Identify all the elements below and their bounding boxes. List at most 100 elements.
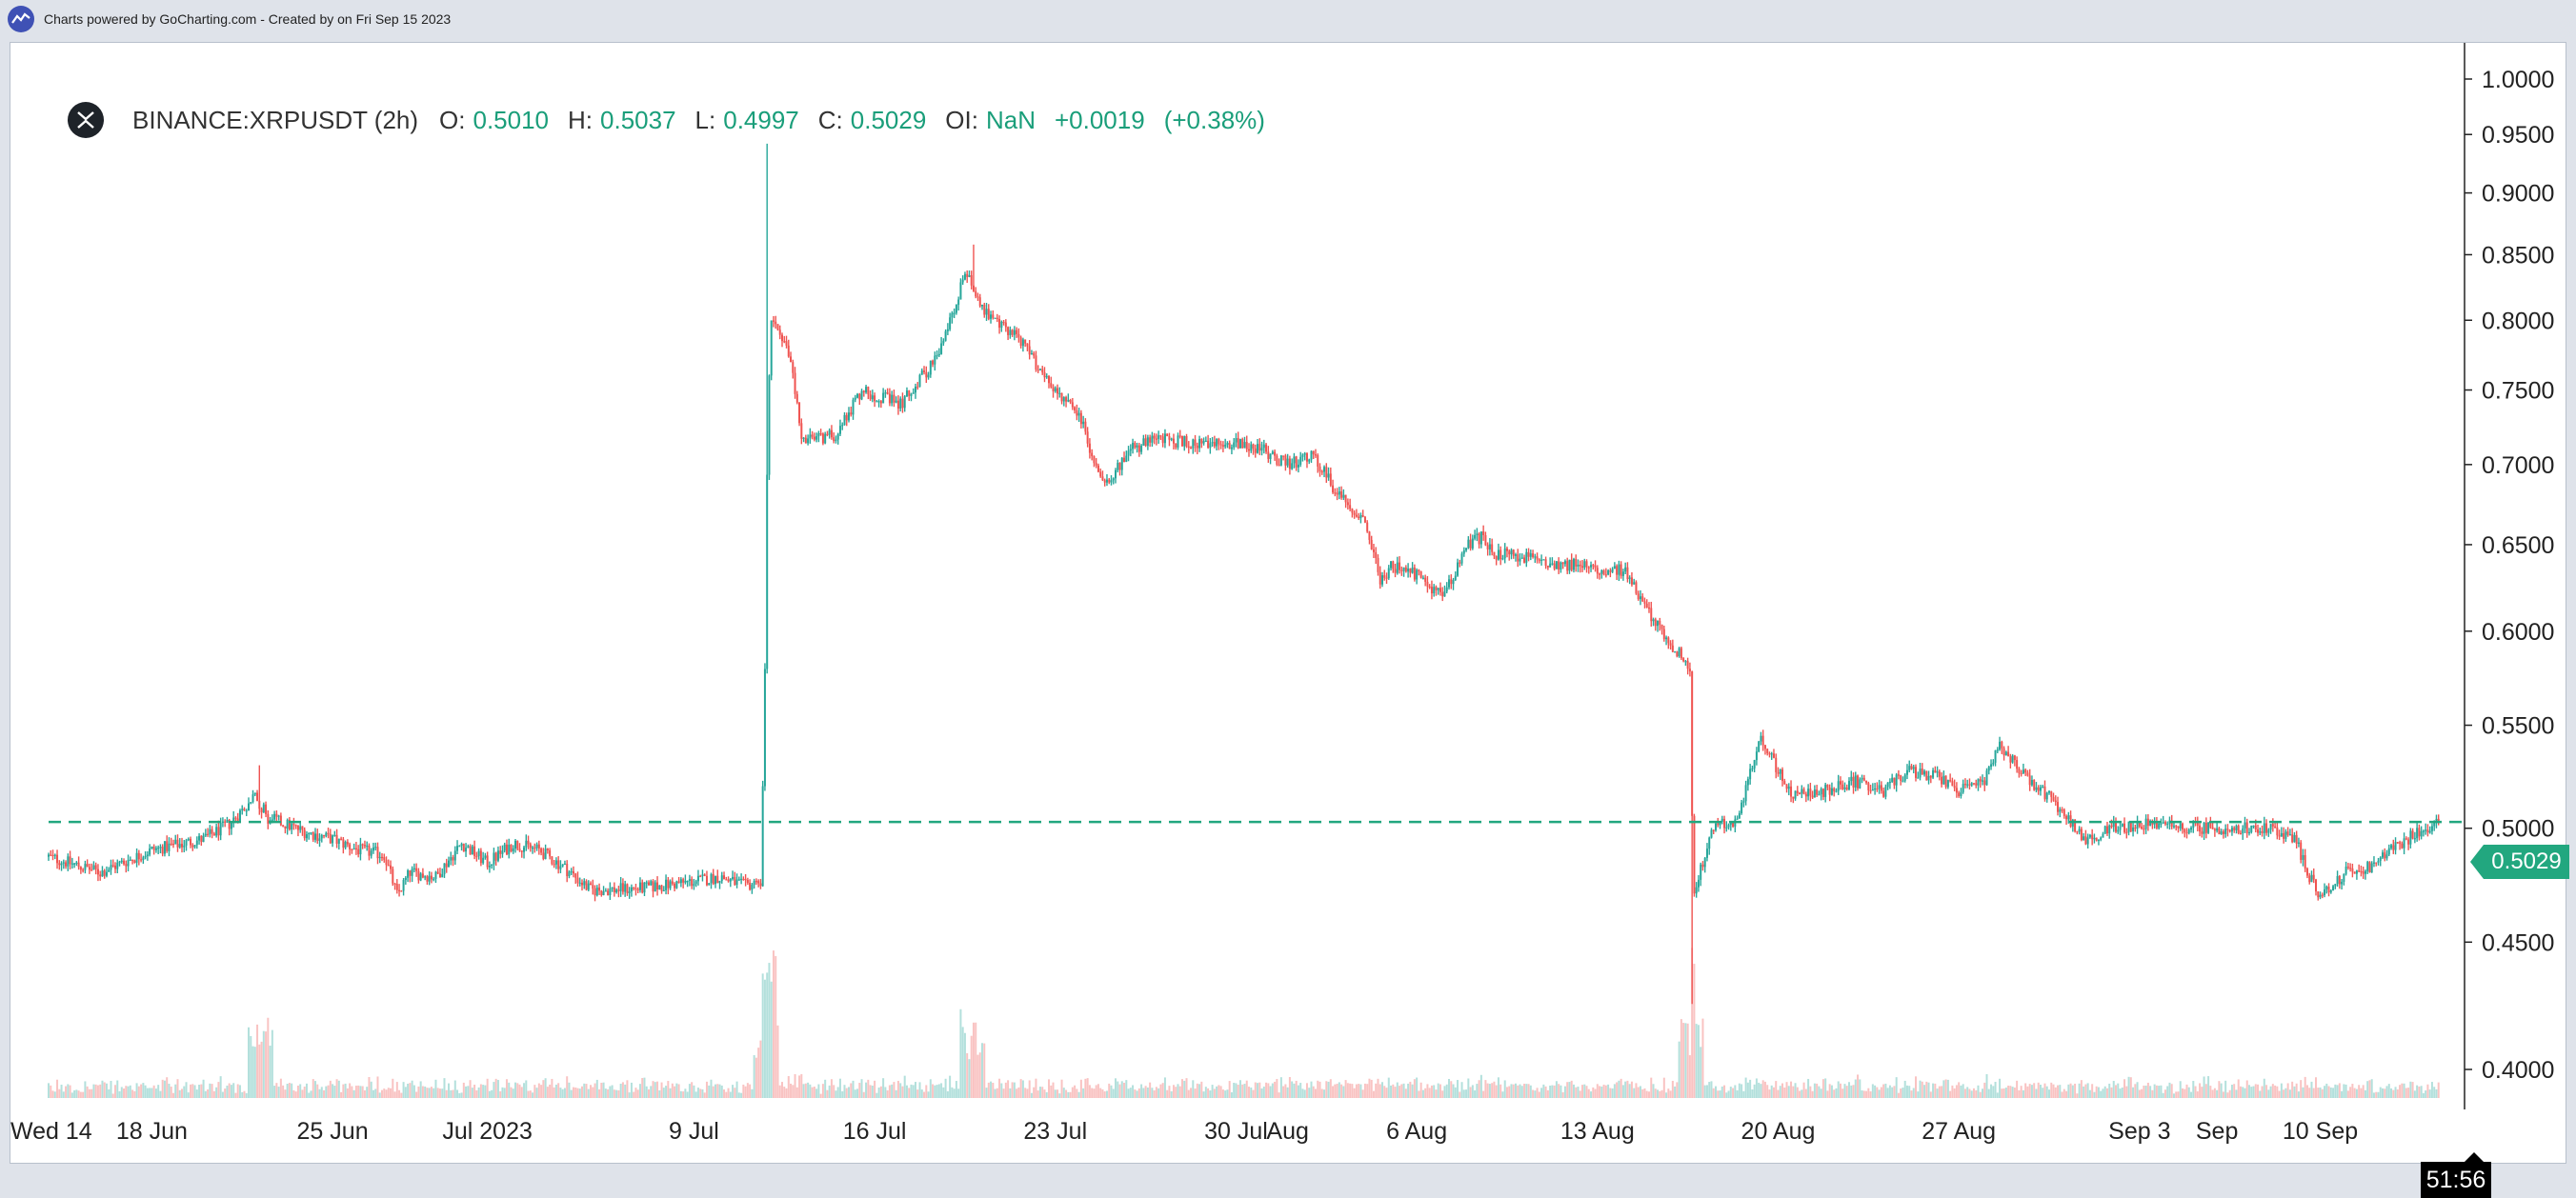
candle-body [749,882,752,890]
volume-bar [354,1086,357,1098]
volume-bar [1734,1085,1737,1098]
volume-bar [1110,1085,1113,1098]
volume-bar [212,1090,215,1098]
volume-bar [1291,1081,1294,1098]
volume-bar [291,1083,293,1098]
candle-body [1349,505,1352,509]
volume-bar [1561,1092,1564,1098]
volume-bar [1568,1082,1571,1098]
volume-bar [1074,1085,1077,1098]
volume-bar [2088,1089,2091,1098]
symbol-label[interactable]: BINANCE:XRPUSDT (2h) [132,105,419,134]
volume-bar [800,1073,803,1098]
volume-bar [1219,1086,1222,1098]
volume-bar [734,1088,736,1098]
volume-bar [712,1086,714,1098]
candle-body [2267,829,2270,833]
candle-body [594,889,596,896]
volume-bar [1295,1080,1298,1098]
volume-bar [798,1075,801,1098]
candle-body [1577,564,1580,567]
volume-bar [1723,1085,1726,1098]
candle-body [525,840,528,848]
candle-body [1013,329,1016,335]
candle-body [2121,823,2123,828]
candle-body [140,859,143,861]
chart-panel[interactable]: 1.0000 0.9500 0.9000 0.8500 0.8000 0.7500 0.70… [10,42,2569,1198]
candle-body [1566,561,1569,571]
candle-body [409,869,412,876]
volume-bar [1155,1087,1157,1098]
volume-bar [2203,1076,2205,1098]
volume-bar [1207,1088,1210,1098]
volume-bar [1958,1082,1961,1098]
candle-body [1925,770,1928,781]
candle-body [1340,491,1343,498]
volume-bar [374,1088,377,1098]
volume-bar [1700,1047,1702,1098]
candle-body [1084,421,1087,432]
candle-body [1736,818,1739,820]
candle-body [318,838,321,841]
volume-bar [546,1087,549,1098]
volume-bar [1118,1084,1121,1098]
candle-body [910,393,913,396]
candle-body [838,426,841,434]
volume-bar [996,1088,998,1098]
candle-body [372,847,374,851]
gocharting-logo-icon[interactable] [8,6,34,32]
candle-body [1581,566,1583,568]
volume-bar [1946,1079,1949,1098]
candle-body [105,871,108,876]
volume-bar [804,1083,807,1098]
candle-body [2211,827,2214,829]
volume-bar [243,1090,246,1098]
volume-bar [1960,1085,1962,1098]
volume-bar [841,1090,844,1098]
volume-bar [2196,1091,2199,1098]
candle-body [2372,862,2375,864]
candle-body [1563,561,1566,565]
volume-bar [494,1078,497,1098]
volume-bar [390,1088,392,1098]
candle-body [1905,769,1908,775]
candle-body [1684,661,1687,663]
candle-body [1048,376,1050,384]
volume-bar [2384,1088,2386,1098]
volume-bar [1618,1080,1620,1098]
x-tick-label: 6 Aug [1386,1118,1447,1145]
volume-bar [1424,1088,1427,1098]
candle-body [2013,755,2016,761]
candle-body [1142,438,1145,446]
volume-bar [1736,1089,1739,1098]
volume-bar [2259,1090,2262,1098]
volume-bar [1495,1085,1498,1098]
candle-body [679,879,682,884]
candle-body [850,412,853,415]
candle-body [2280,832,2283,837]
candle-body [1076,409,1078,416]
candle-body [2011,755,2014,763]
candle-body [1592,565,1595,567]
volume-bar [2168,1082,2171,1098]
volume-bar [949,1075,952,1098]
volume-bar [1115,1078,1117,1098]
volume-bar [1874,1085,1877,1098]
candle-body [570,870,573,873]
volume-bar [821,1084,824,1098]
candlestick-chart[interactable]: 1.00000.95000.90000.85000.80000.75000.70… [10,43,2567,1165]
candle-body [781,334,783,342]
candle-body [187,838,190,841]
volume-bar [2360,1088,2363,1098]
volume-bar [1057,1089,1059,1098]
volume-bar [1185,1078,1188,1098]
volume-bar [2112,1081,2115,1098]
volume-bar [2245,1080,2248,1098]
candle-body [1946,780,1949,788]
candle-body [1867,783,1870,790]
volume-bar [959,1008,962,1098]
candle-body [961,279,964,283]
candle-body [2284,831,2287,839]
candle-body [1742,801,1745,803]
volume-bar [1344,1080,1347,1098]
